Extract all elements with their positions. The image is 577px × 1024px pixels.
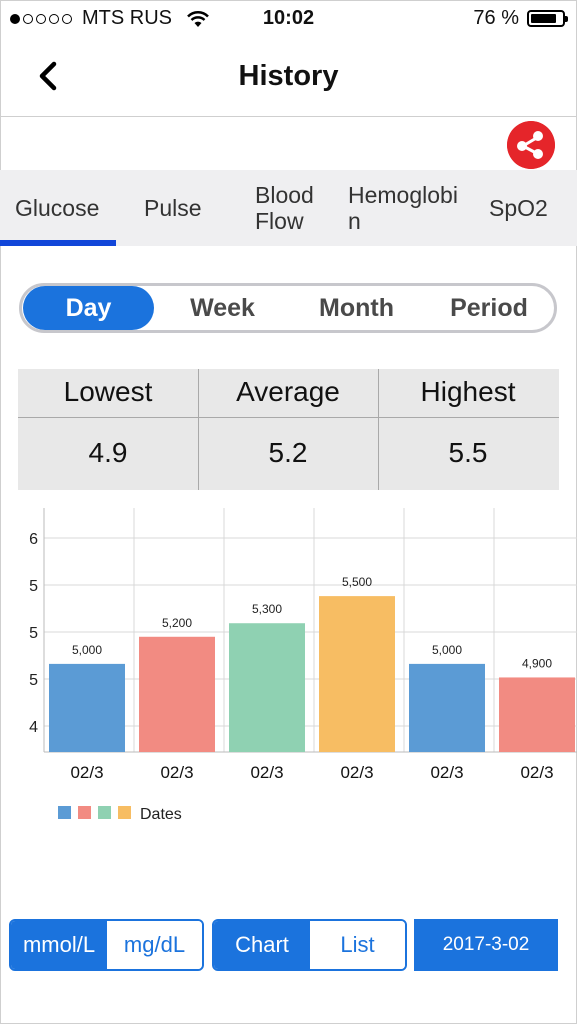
navigation-bar: History (0, 38, 577, 117)
tab-label: Pulse (144, 195, 202, 221)
lowest-label: Lowest (63, 376, 153, 407)
battery-percent: 76 % (473, 7, 519, 29)
stats-lowest: Lowest 4.9 (18, 369, 198, 490)
chart-view-button[interactable]: Chart (214, 921, 310, 969)
wifi-icon (187, 10, 209, 27)
tab-spo2[interactable]: SpO2 (489, 170, 548, 246)
carrier-name: MTS RUS (82, 7, 172, 29)
y-tick-label: 5 (29, 578, 38, 595)
tab-label: Hemoglobi n (348, 182, 458, 234)
x-tick-label: 02/3 (70, 763, 103, 782)
y-tick-label: 6 (29, 531, 38, 548)
tab-glucose[interactable]: Glucose (15, 170, 99, 246)
battery-status: 76 % (473, 7, 568, 30)
list-view-button[interactable]: List (310, 921, 405, 969)
tab-label: Blood Flow (255, 182, 314, 234)
chart-bar (49, 663, 125, 752)
carrier-info: MTS RUS (10, 7, 210, 30)
unit-mmol-button[interactable]: mmol/L (11, 921, 107, 969)
table-divider (378, 369, 379, 490)
bar-data-label: 5,000 (72, 643, 102, 657)
chart-bar (139, 636, 215, 752)
period-label: Month (319, 293, 394, 322)
glucose-bar-chart: 6 5 5 5 4 5,000 02/3 5,200 02/3 5,300 02/3 5,500 02/… (29, 508, 577, 823)
x-tick-label: 02/3 (520, 763, 553, 782)
table-divider (18, 417, 559, 418)
page-title: History (238, 60, 339, 92)
share-icon[interactable] (507, 121, 555, 169)
bar-data-label: 4,900 (522, 656, 552, 670)
period-week-button[interactable]: Week (156, 286, 289, 330)
signal-strength-icon (10, 13, 72, 24)
bar-data-label: 5,500 (342, 575, 372, 589)
period-day-button[interactable]: Day (23, 286, 154, 330)
tab-hemoglobin[interactable]: Hemoglobi n (348, 170, 458, 246)
chart-bar (499, 677, 575, 752)
y-tick-label: 5 (29, 625, 38, 642)
period-month-button[interactable]: Month (289, 286, 424, 330)
legend-label: Dates (140, 806, 182, 823)
legend-swatch (78, 806, 91, 819)
x-tick-label: 02/3 (430, 763, 463, 782)
legend-swatch (58, 806, 71, 819)
x-tick-label: 02/3 (250, 763, 283, 782)
y-tick-label: 4 (29, 719, 38, 736)
tab-label: Glucose (15, 195, 100, 221)
clock: 10:02 (262, 7, 315, 29)
period-label: Period (450, 293, 528, 322)
average-label: Average (236, 376, 340, 407)
metric-tabs: Glucose Pulse Blood Flow Hemoglobi n SpO… (0, 170, 577, 246)
tab-label: SpO2 (489, 195, 548, 221)
status-bar: MTS RUS 10:02 76 % (0, 0, 577, 38)
date-picker-button[interactable]: 2017-3-02 (414, 919, 558, 971)
bar-data-label: 5,300 (252, 602, 282, 616)
y-tick-label: 5 (29, 672, 38, 689)
unit-mgdl-button[interactable]: mg/dL (107, 921, 202, 969)
unit-toggle: mmol/L mg/dL (9, 919, 204, 971)
active-tab-indicator (0, 240, 116, 246)
chart-bar (319, 596, 395, 752)
bar-data-label: 5,200 (162, 616, 192, 630)
x-tick-label: 02/3 (160, 763, 193, 782)
tab-pulse[interactable]: Pulse (144, 170, 202, 246)
average-value: 5.2 (268, 437, 308, 468)
stats-average: Average 5.2 (198, 369, 378, 490)
table-divider (198, 369, 199, 490)
view-toggle: Chart List (212, 919, 407, 971)
stats-highest: Highest 5.5 (378, 369, 558, 490)
stats-summary-table: Lowest 4.9 Average 5.2 Highest 5.5 (18, 369, 559, 490)
bar-data-label: 5,000 (432, 643, 462, 657)
lowest-value: 4.9 (88, 437, 128, 468)
chart-bar (409, 663, 485, 752)
back-chevron-icon[interactable] (30, 56, 70, 96)
x-tick-label: 02/3 (340, 763, 373, 782)
chart-bar (229, 623, 305, 752)
highest-value: 5.5 (448, 437, 488, 468)
period-label: Day (65, 293, 112, 322)
tab-blood-flow[interactable]: Blood Flow (255, 170, 314, 246)
period-period-button[interactable]: Period (424, 286, 554, 330)
highest-label: Highest (420, 376, 516, 407)
period-label: Week (190, 293, 255, 322)
legend-swatch (98, 806, 111, 819)
legend-swatch (118, 806, 131, 819)
period-selector: Day Week Month Period (19, 283, 557, 333)
battery-icon (527, 10, 568, 27)
